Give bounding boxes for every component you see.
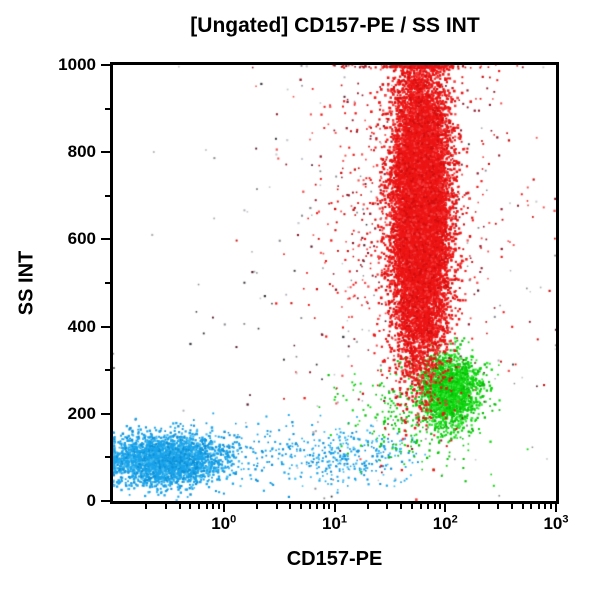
x-minor-tick: [544, 504, 547, 509]
x-minor-tick: [530, 504, 533, 509]
x-minor-tick: [410, 504, 413, 509]
x-minor-tick: [366, 504, 369, 509]
x-minor-tick: [217, 504, 220, 509]
x-minor-tick: [256, 504, 259, 509]
x-minor-tick: [400, 504, 403, 509]
y-minor-tick: [105, 282, 110, 284]
x-minor-tick: [427, 504, 430, 509]
x-minor-tick: [328, 504, 331, 509]
x-axis-title: CD157-PE: [286, 548, 383, 570]
y-tick-label: 600: [67, 229, 96, 249]
x-minor-tick: [537, 504, 540, 509]
x-major-tick: [555, 504, 557, 512]
x-minor-tick: [510, 504, 513, 509]
x-minor-tick: [521, 504, 524, 509]
x-minor-tick: [164, 504, 167, 509]
y-axis-title: SS INT: [15, 250, 38, 316]
y-tick-label: 0: [86, 491, 96, 510]
x-major-tick: [444, 504, 447, 512]
x-tick-label: 100: [211, 513, 237, 533]
y-tick-label: 1000: [58, 55, 96, 74]
y-minor-tick: [105, 194, 110, 197]
y-major-tick: [101, 238, 110, 241]
x-minor-tick: [419, 504, 422, 509]
x-minor-tick: [275, 504, 278, 509]
x-major-tick: [333, 504, 336, 512]
x-tick-label: 102: [432, 513, 458, 533]
x-minor-tick: [497, 504, 500, 509]
x-minor-tick: [439, 504, 442, 509]
y-tick-label: 800: [67, 142, 96, 162]
x-major-tick: [222, 504, 225, 512]
y-major-tick: [101, 64, 110, 66]
x-minor-tick: [289, 504, 292, 509]
y-minor-tick: [105, 456, 110, 459]
y-tick-label: 200: [67, 403, 96, 423]
x-minor-tick: [308, 504, 311, 509]
x-minor-tick: [549, 504, 552, 509]
x-tick-label: 101: [321, 513, 348, 533]
x-minor-tick: [322, 504, 325, 509]
x-minor-tick: [477, 504, 480, 509]
y-major-tick: [101, 412, 110, 415]
x-minor-tick: [145, 504, 148, 509]
y-minor-tick: [105, 369, 110, 372]
x-minor-tick: [189, 504, 192, 509]
plot-title: [Ungated] CD157-PE / SS INT: [190, 14, 480, 37]
x-minor-tick: [386, 504, 389, 509]
y-major-tick: [101, 151, 110, 154]
x-minor-tick: [178, 504, 181, 509]
y-major-tick: [101, 500, 110, 502]
scatter-canvas[interactable]: [113, 65, 556, 501]
y-major-tick: [101, 325, 110, 328]
x-minor-tick: [205, 504, 208, 509]
x-tick-label: 103: [543, 513, 569, 533]
y-minor-tick: [105, 107, 110, 110]
x-minor-tick: [198, 504, 201, 509]
x-minor-tick: [300, 504, 303, 509]
x-minor-tick: [212, 504, 215, 509]
x-minor-tick: [433, 504, 436, 509]
y-tick-label: 400: [67, 316, 96, 336]
x-minor-tick: [316, 504, 319, 509]
